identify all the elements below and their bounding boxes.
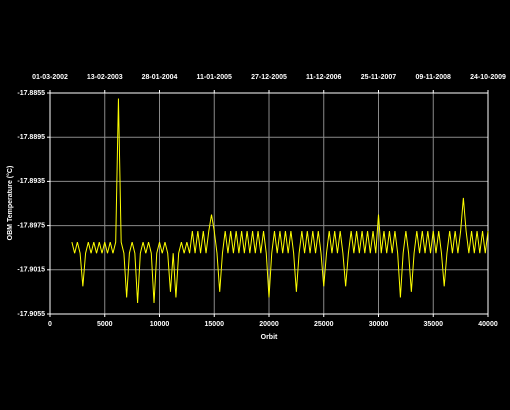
- x-tick-label: 10000: [150, 321, 170, 328]
- x-tick-label: 30000: [369, 321, 389, 328]
- x2-tick-label: 11-01-2005: [197, 74, 233, 81]
- x-axis-label: Orbit: [261, 334, 278, 341]
- plot-frame: [49, 92, 489, 315]
- data-line: [71, 98, 489, 303]
- x2-tick-label: 25-11-2007: [361, 74, 397, 81]
- x-tick-label: 20000: [259, 321, 279, 328]
- x2-tick-label: 13-02-2003: [87, 74, 123, 81]
- x2-tick-label: 11-12-2006: [306, 74, 342, 81]
- x-tick-label: 0: [48, 321, 52, 328]
- y-tick-label: -17.9055: [17, 311, 45, 318]
- y-tick-label: -17.9015: [17, 267, 45, 274]
- y-tick-label: -17.8895: [17, 134, 45, 141]
- x-tick-label: 40000: [478, 321, 498, 328]
- x2-tick-label: 09-11-2008: [416, 74, 452, 81]
- y-tick-label: -17.8855: [17, 90, 45, 97]
- x2-tick-label: 24-10-2009: [470, 74, 506, 81]
- y-axis-label: OBM Temperature (°C): [6, 166, 14, 241]
- x2-tick-label: 01-03-2002: [32, 74, 68, 81]
- x-tick-label: 35000: [424, 321, 444, 328]
- x2-tick-label: 27-12-2005: [251, 74, 287, 81]
- y-tick-label: -17.8975: [17, 222, 45, 229]
- y-tick-label: -17.8935: [17, 178, 45, 185]
- x-tick-label: 5000: [97, 321, 113, 328]
- x-tick-label: 25000: [314, 321, 334, 328]
- x2-tick-label: 28-01-2004: [142, 74, 178, 81]
- x-tick-label: 15000: [205, 321, 225, 328]
